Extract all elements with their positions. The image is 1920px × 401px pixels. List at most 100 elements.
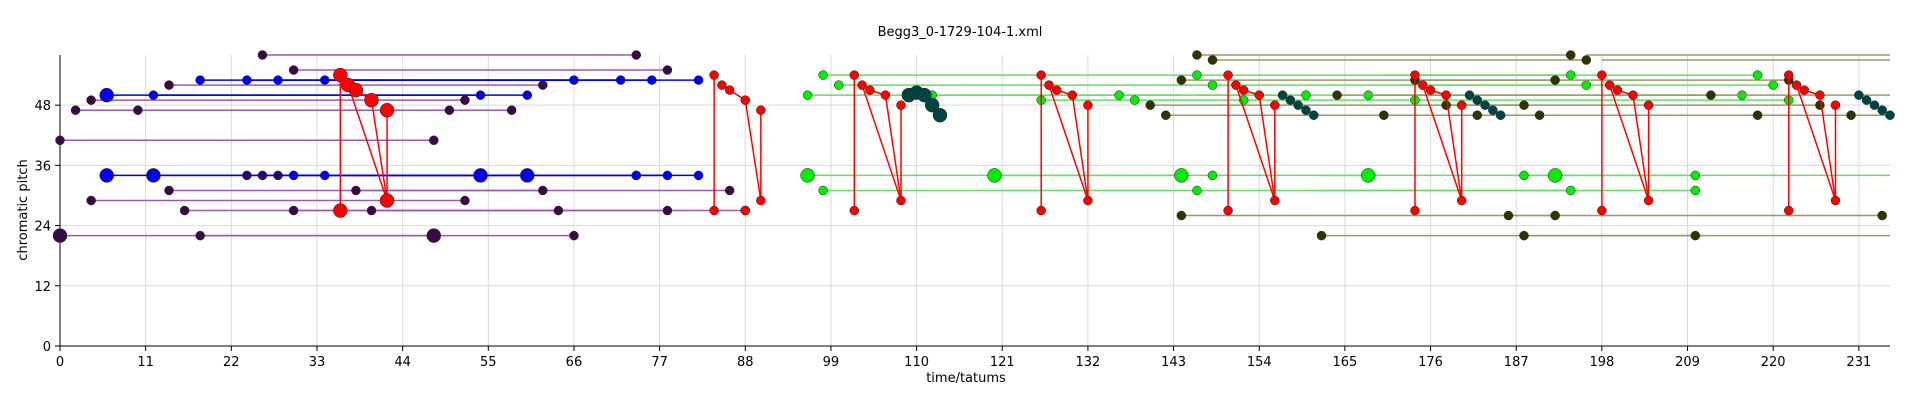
note-point: [1690, 185, 1701, 196]
note-point-large: [917, 87, 932, 103]
note-point: [1815, 100, 1825, 110]
note-point: [662, 65, 673, 75]
note-point: [709, 70, 719, 80]
note-point: [1495, 110, 1506, 120]
series-group: [333, 67, 766, 218]
note-point: [1036, 205, 1046, 216]
note-point-large: [333, 67, 348, 83]
note-point: [740, 205, 751, 216]
note-point: [818, 185, 828, 196]
note-point-large: [379, 102, 395, 118]
note-point: [1877, 210, 1887, 221]
y-tick-label: 48: [34, 99, 51, 114]
note-point: [1565, 185, 1576, 196]
note-point: [288, 65, 299, 75]
note-point: [1254, 90, 1264, 100]
note-point-large: [1174, 168, 1189, 183]
note-point: [1690, 230, 1701, 241]
series-group: [52, 50, 751, 243]
series-group: [849, 70, 1841, 216]
series-group: [1145, 50, 1890, 241]
note-point: [631, 170, 642, 181]
note-point: [1752, 110, 1763, 120]
note-point: [724, 185, 735, 196]
note-point-large: [146, 168, 161, 183]
note-point: [1643, 100, 1654, 110]
series-layer: [52, 50, 1895, 243]
note-point: [1565, 70, 1576, 80]
x-tick-label: 143: [1161, 355, 1186, 370]
note-point: [1067, 90, 1078, 100]
note-point: [1628, 90, 1638, 100]
note-point: [724, 85, 735, 95]
note-point: [444, 105, 455, 115]
note-point: [1519, 170, 1529, 181]
note-point: [717, 80, 727, 90]
note-point: [1854, 90, 1864, 100]
x-tick-label: 220: [1761, 355, 1786, 370]
note-point: [1581, 55, 1592, 65]
note-point: [1846, 110, 1856, 120]
note-point: [1877, 105, 1887, 115]
note-point: [164, 80, 174, 90]
x-tick-label: 198: [1589, 355, 1614, 370]
note-point: [538, 80, 548, 90]
note-point: [896, 100, 906, 110]
note-point: [538, 185, 548, 196]
note-point: [1301, 90, 1311, 100]
note-point: [1293, 100, 1303, 110]
note-point: [709, 205, 719, 216]
x-tick-label: 66: [566, 355, 583, 370]
x-tick-label: 88: [737, 355, 754, 370]
note-point: [631, 50, 642, 60]
note-point: [1083, 195, 1093, 206]
note-point: [475, 90, 486, 100]
note-point: [1192, 70, 1202, 80]
note-point: [1231, 80, 1241, 90]
note-point: [1379, 110, 1389, 120]
note-point: [1176, 210, 1187, 221]
note-point-large: [348, 82, 364, 98]
note-point: [1885, 110, 1895, 120]
note-point: [849, 205, 860, 216]
note-connector: [1235, 84, 1276, 201]
note-point: [522, 90, 532, 100]
note-point: [1301, 105, 1311, 115]
note-point: [1223, 70, 1233, 80]
note-point: [1791, 80, 1802, 90]
note-point: [86, 195, 96, 206]
series-group: [99, 75, 704, 183]
note-point: [756, 105, 766, 115]
y-axis-title: chromatic pitch: [16, 159, 31, 260]
note-point-large: [987, 168, 1002, 183]
note-point: [865, 85, 875, 95]
note-point: [1145, 100, 1155, 110]
note-point: [1534, 110, 1545, 120]
note-point: [1706, 90, 1716, 100]
note-point: [1270, 195, 1280, 206]
note-connector: [861, 84, 902, 201]
note-point: [1052, 85, 1062, 95]
note-point: [1830, 195, 1841, 206]
axes-layer: 0 11 22 33 44 55 66 77 88 99 110 121 132 143 154 165 176…: [34, 55, 1890, 370]
y-tick-label: 0: [43, 340, 51, 355]
note-point: [1768, 80, 1778, 90]
note-point: [1456, 195, 1467, 206]
note-point: [1581, 80, 1592, 90]
note-connector: [744, 100, 762, 201]
note-point: [1550, 75, 1560, 85]
x-tick-label: 77: [651, 355, 668, 370]
note-point: [1456, 100, 1467, 110]
note-point: [880, 90, 891, 100]
note-point: [1752, 70, 1763, 80]
note-point: [1597, 205, 1607, 216]
x-tick-label: 187: [1504, 355, 1529, 370]
note-point: [1604, 80, 1615, 90]
note-point: [242, 75, 252, 85]
note-point: [1308, 110, 1319, 120]
note-point: [569, 75, 579, 85]
note-point: [1488, 105, 1498, 115]
note-point: [1480, 100, 1490, 110]
note-point-large: [379, 193, 395, 208]
note-point: [1270, 100, 1280, 110]
